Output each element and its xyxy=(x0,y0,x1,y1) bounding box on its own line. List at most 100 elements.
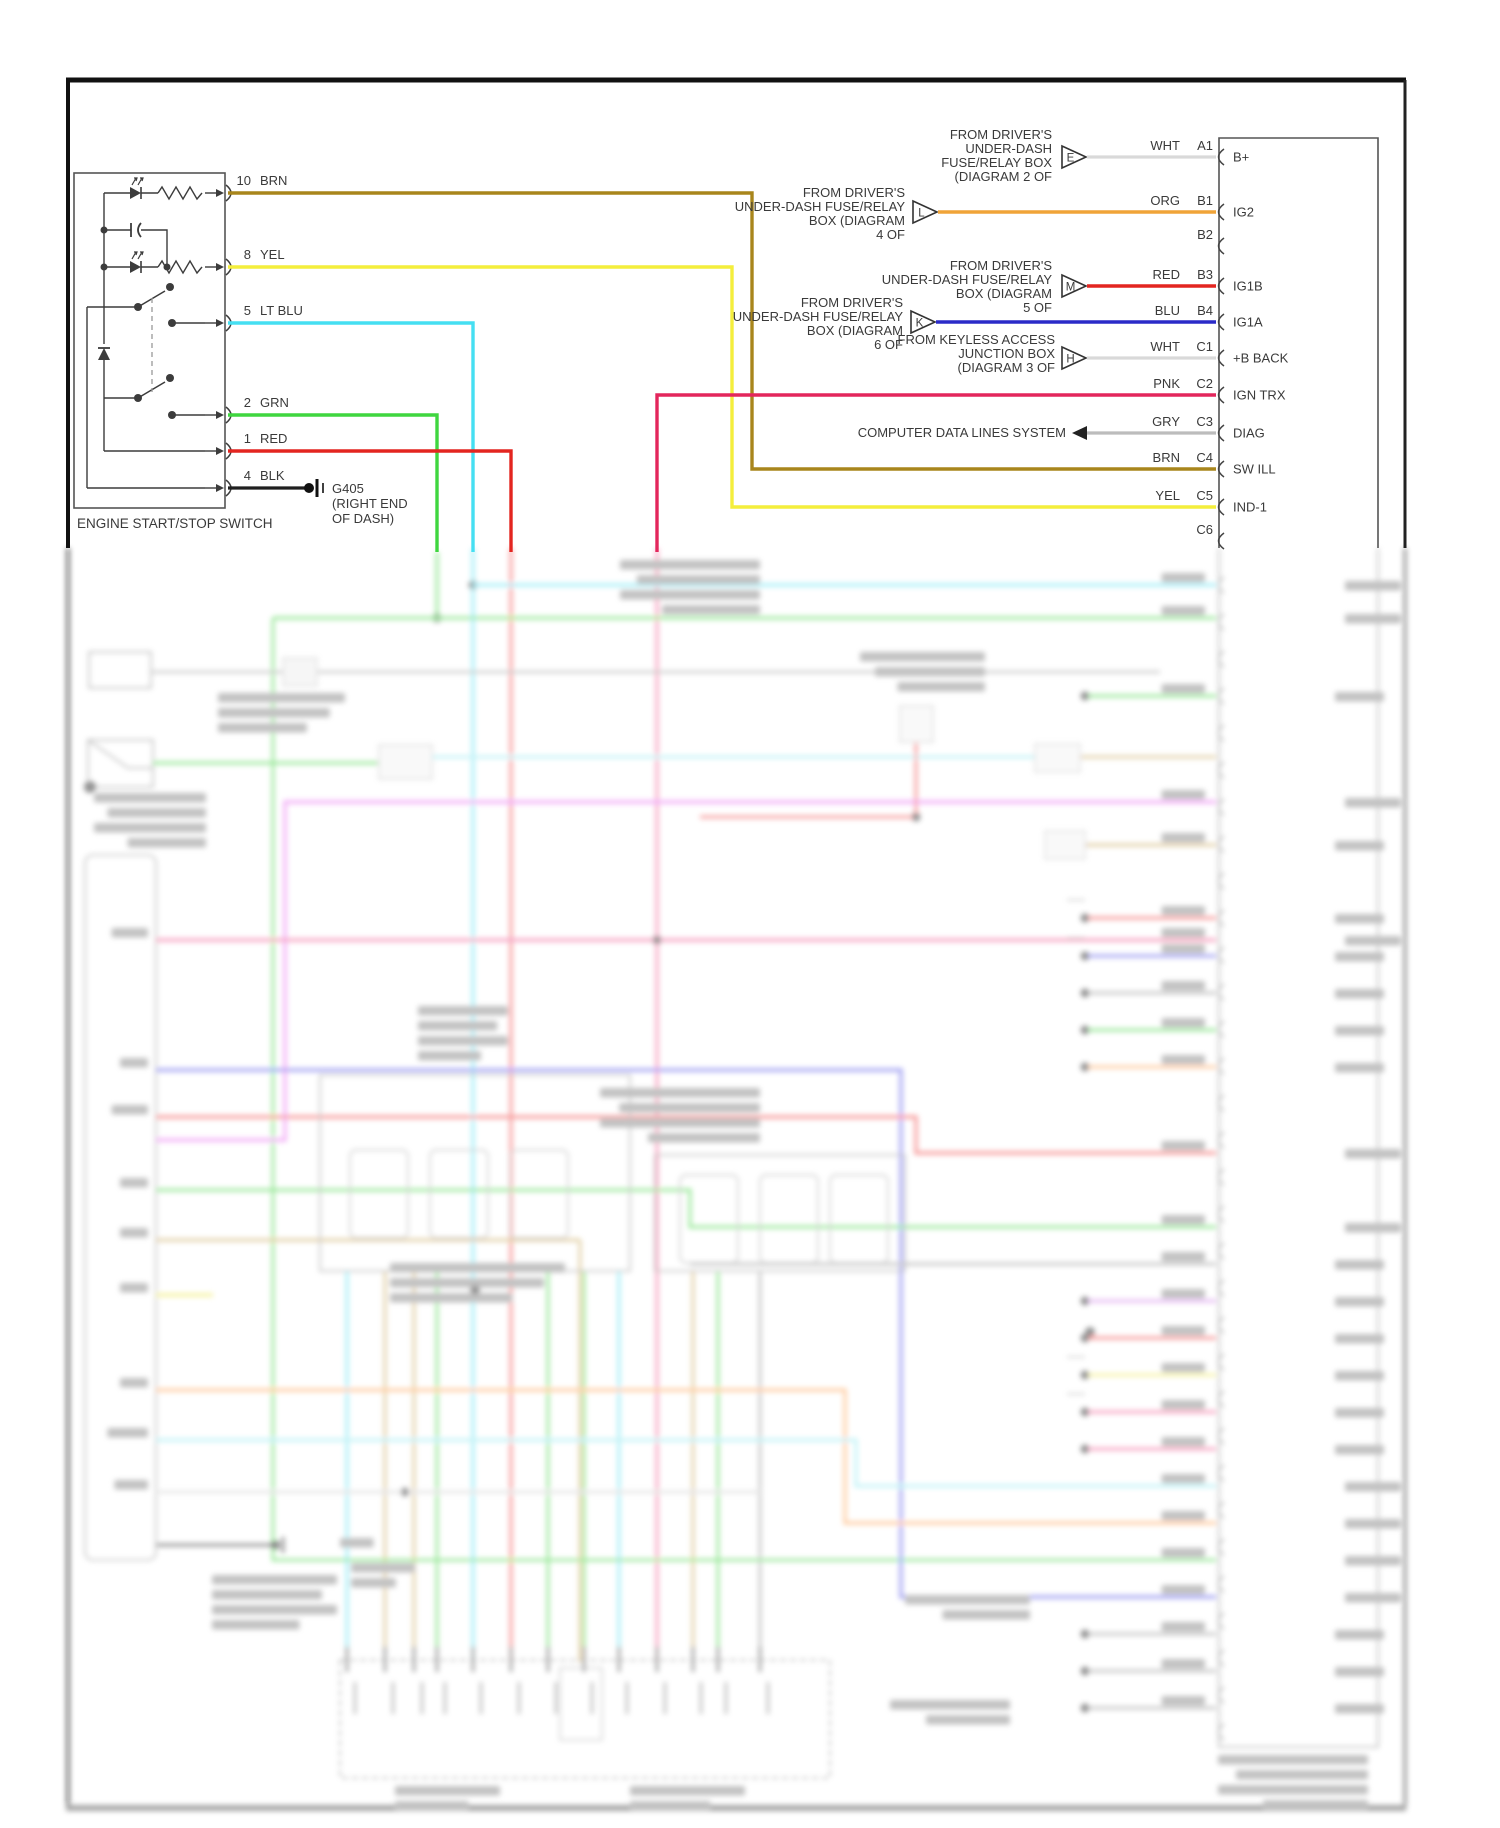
led-icon xyxy=(130,187,141,199)
blur-text xyxy=(1345,1149,1401,1159)
blur-text xyxy=(218,693,345,703)
source-text: JUNCTION BOX xyxy=(958,346,1055,361)
blur-text xyxy=(390,1263,565,1273)
blur-text xyxy=(1161,1289,1205,1299)
blur-text xyxy=(1345,581,1401,591)
blur-text xyxy=(1345,1482,1401,1492)
blur-pin-arc xyxy=(1217,1168,1225,1186)
blur-pin-arc xyxy=(1217,1575,1225,1593)
blur-text xyxy=(619,1103,760,1113)
blur-text xyxy=(1161,1437,1205,1447)
connector-wire-color-label: YEL xyxy=(1155,488,1180,503)
blur-text xyxy=(418,1051,481,1061)
source-triangle-icon xyxy=(1061,273,1088,299)
source-triangle-letter: H xyxy=(1066,354,1074,366)
ground-dot xyxy=(304,483,314,493)
source-text: FROM DRIVER'S xyxy=(950,258,1052,273)
connector-pin-name: IND-1 xyxy=(1233,500,1267,515)
blur-pin-arc xyxy=(1217,650,1225,668)
connector-wire-color-label: ORG xyxy=(1150,193,1180,208)
blur-pin-arc xyxy=(1217,1131,1225,1149)
switch-wire-color-label: RED xyxy=(260,431,287,446)
blur-text xyxy=(620,590,760,600)
junction-dot xyxy=(1080,1062,1090,1072)
blur-relay-cell xyxy=(509,1149,569,1239)
blur-text xyxy=(1161,944,1205,954)
wire-brn xyxy=(228,191,1216,471)
blur-text xyxy=(418,1006,508,1016)
blur-relay-box xyxy=(319,1074,631,1272)
blur-relay-cell xyxy=(429,1149,489,1239)
control-unit-box-top xyxy=(1218,137,1379,548)
blur-text xyxy=(620,560,760,570)
blur-text xyxy=(1335,1704,1384,1714)
source-triangle-icon xyxy=(910,309,937,335)
blur-text xyxy=(1335,1297,1384,1307)
blur-bottom-connector xyxy=(339,1659,831,1779)
blur-text xyxy=(107,1428,148,1438)
blur-text xyxy=(1161,573,1205,583)
blur-pin-arc xyxy=(1217,872,1225,890)
blur-text xyxy=(418,1036,508,1046)
blur-pin-arc xyxy=(1217,1390,1225,1408)
connector-pin-id: C3 xyxy=(1196,414,1213,429)
blur-text xyxy=(127,838,206,848)
source-text: BOX (DIAGRAM xyxy=(809,213,905,228)
blur-pin-arc xyxy=(1217,1279,1225,1297)
blur-text xyxy=(600,1118,760,1128)
connector-pin-name: B+ xyxy=(1233,150,1249,165)
blur-wire-magenta xyxy=(156,800,1216,1142)
wire xyxy=(156,1115,1216,1155)
blur-text xyxy=(1161,928,1205,938)
blur-text xyxy=(1161,1659,1205,1669)
blur-text xyxy=(875,667,985,677)
blur-pin-arc xyxy=(1217,724,1225,742)
blur-text xyxy=(114,1480,148,1490)
connector-wire-color-label: BRN xyxy=(1153,450,1180,465)
blur-text xyxy=(1161,684,1205,694)
switch-pin-number: 4 xyxy=(244,468,251,483)
source-triangle-icon xyxy=(1061,144,1088,170)
blur-relay-cell xyxy=(829,1174,889,1264)
connector-pin-name: SW ILL xyxy=(1233,462,1276,477)
blur-text xyxy=(1335,1063,1384,1073)
connector-wire-color-label: RED xyxy=(1153,267,1180,282)
blur-text xyxy=(1161,1511,1205,1521)
switch-box-label: ENGINE START/STOP SWITCH xyxy=(77,516,273,531)
blur-text xyxy=(107,808,206,818)
pin-arrowhead xyxy=(216,319,224,327)
connector-pin-arc xyxy=(1217,498,1225,516)
resistor-icon xyxy=(157,185,203,201)
blur-text xyxy=(1161,1326,1205,1336)
source-text: BOX (DIAGRAM xyxy=(807,323,903,338)
connector-pin-id: C1 xyxy=(1196,339,1213,354)
blur-text xyxy=(1161,1622,1205,1632)
blur-device xyxy=(1034,743,1081,773)
junction-dot xyxy=(400,1487,410,1497)
blur-text xyxy=(1161,1548,1205,1558)
blur-text xyxy=(1345,614,1401,624)
switch-wire-color-label: BLK xyxy=(260,468,285,483)
connector-pin-arc xyxy=(1217,349,1225,367)
blur-text xyxy=(94,823,206,833)
blur-text xyxy=(111,928,148,938)
led-icon xyxy=(130,261,141,273)
connector-pin-arc xyxy=(1217,424,1225,442)
led-arrow xyxy=(134,251,138,256)
switch-pin-number: 10 xyxy=(237,173,251,188)
pin-arrowhead xyxy=(216,263,224,271)
blur-pin-arc xyxy=(1217,1242,1225,1260)
blur-text xyxy=(1335,841,1384,851)
sharp-upper-diagram: ENGINE START/STOP SWITCH 10 BRN 8 YEL 5 LT BLU… xyxy=(66,77,1407,552)
blur-text xyxy=(395,1786,500,1796)
blur-text xyxy=(212,1605,337,1615)
junction-dot xyxy=(1080,1025,1090,1035)
wire-ltblu xyxy=(228,321,475,552)
blur-text xyxy=(662,605,760,615)
led-arrow xyxy=(134,177,138,182)
connector-pin-arc xyxy=(1217,386,1225,404)
blur-text xyxy=(212,1590,322,1600)
connector-wire-color-label: GRY xyxy=(1152,414,1180,429)
blur-text xyxy=(1335,914,1384,924)
connector-pin-name: +B BACK xyxy=(1233,351,1289,366)
